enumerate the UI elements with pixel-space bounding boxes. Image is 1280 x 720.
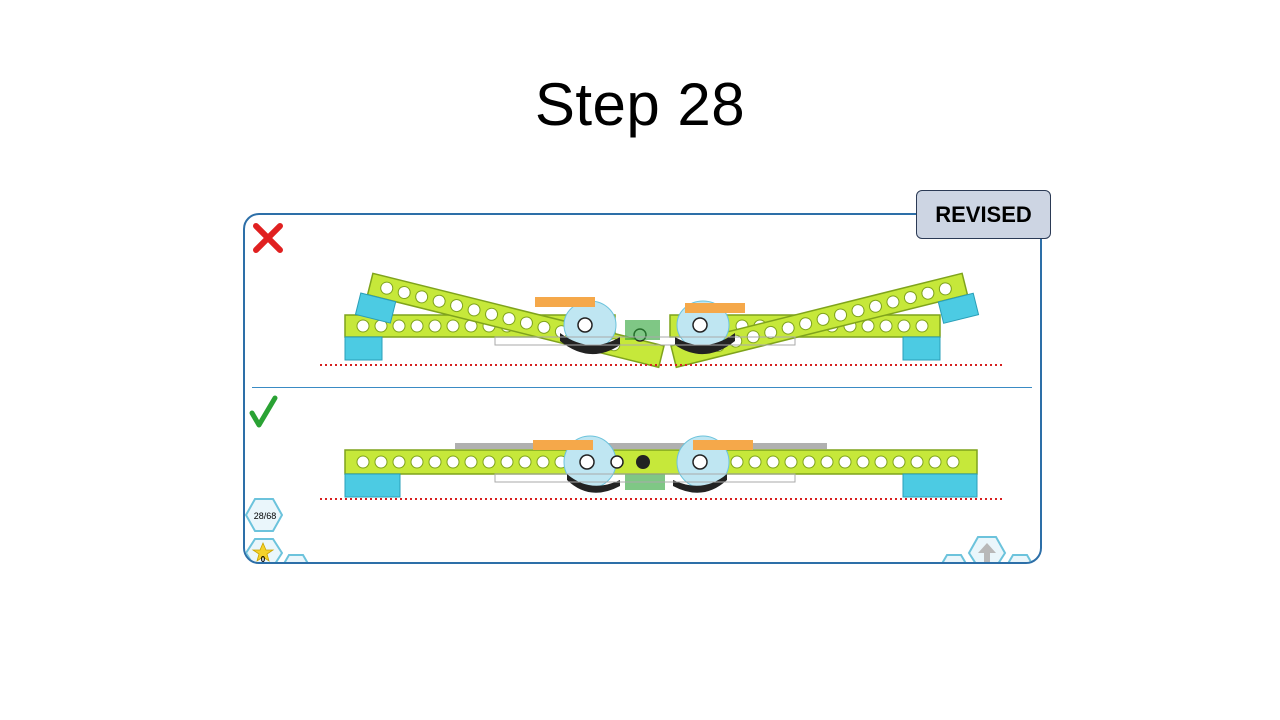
red-cross-icon	[253, 223, 283, 253]
menu-icon[interactable]	[281, 553, 311, 564]
prev-hex-icon[interactable]	[939, 553, 969, 564]
step-counter: 28/68	[253, 511, 277, 521]
slide-title: Step 28	[534, 71, 746, 138]
star-icon[interactable]	[245, 537, 283, 564]
correct-assembly-illustration	[320, 435, 1005, 500]
home-arrow-icon[interactable]	[967, 535, 1007, 564]
step-progress-hex	[245, 498, 283, 532]
incorrect-assembly-illustration	[320, 272, 1005, 369]
green-check-icon	[249, 395, 278, 428]
section-divider	[252, 387, 1032, 388]
raised-beam-right	[670, 272, 980, 369]
next-hex-icon[interactable]	[1005, 553, 1035, 564]
star-count: 0	[260, 555, 266, 564]
instruction-panel: 28/68 0	[243, 213, 1042, 564]
revised-badge: REVISED	[916, 190, 1051, 239]
